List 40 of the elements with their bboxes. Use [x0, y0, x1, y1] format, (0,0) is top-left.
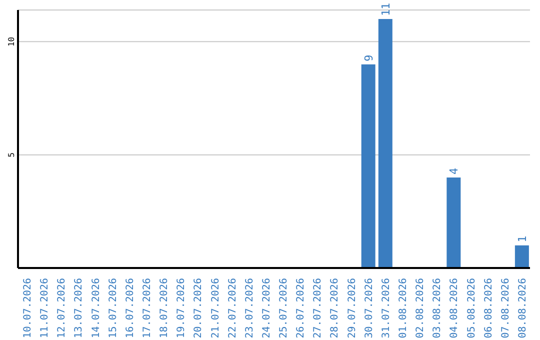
y-tick-label: 10 — [7, 36, 16, 47]
x-tick-label: 14.07.2026 — [90, 278, 102, 338]
x-tick-label: 23.07.2026 — [244, 278, 256, 338]
x-tick-label: 31.07.2026 — [380, 278, 392, 338]
x-tick-label: 17.07.2026 — [142, 278, 153, 338]
x-tick-label: 20.07.2026 — [193, 278, 204, 338]
x-tick-label: 26.07.2026 — [296, 278, 307, 338]
x-tick-label: 07.08.2026 — [500, 278, 512, 338]
data-label: 1 — [516, 236, 529, 242]
x-tick-label: 12.07.2026 — [56, 278, 68, 338]
x-tick-label: 01.08.2026 — [398, 278, 409, 338]
bar — [446, 177, 461, 268]
bar — [361, 64, 376, 268]
x-tick-label: 06.08.2026 — [483, 278, 494, 338]
data-label: 11 — [379, 2, 392, 16]
x-tick-label: 15.07.2026 — [108, 278, 119, 338]
x-tick-label: 28.07.2026 — [330, 278, 341, 338]
x-tick-label: 25.07.2026 — [278, 278, 290, 338]
x-tick-label: 08.08.2026 — [517, 278, 528, 338]
x-tick-label: 02.08.2026 — [415, 278, 426, 338]
x-tick-label: 30.07.2026 — [364, 278, 375, 338]
x-tick-label: 29.07.2026 — [346, 278, 358, 338]
x-tick-label: 18.07.2026 — [159, 278, 170, 338]
x-tick-label: 27.07.2026 — [312, 278, 324, 338]
bar — [514, 245, 529, 268]
x-tick-label: 11.07.2026 — [40, 278, 51, 338]
x-tick-label: 21.07.2026 — [210, 278, 222, 338]
x-tick-label: 22.07.2026 — [227, 278, 238, 338]
bar — [378, 19, 392, 268]
x-tick-label: 05.08.2026 — [466, 278, 478, 338]
x-tick-label: 03.08.2026 — [432, 278, 444, 338]
x-tick-label: 04.08.2026 — [449, 278, 460, 338]
x-tick-label: 10.07.2026 — [22, 278, 34, 338]
x-tick-label: 19.07.2026 — [176, 278, 188, 338]
x-tick-label: 16.07.2026 — [124, 278, 136, 338]
data-label: 4 — [448, 167, 461, 174]
data-label: 9 — [362, 54, 376, 62]
x-tick-label: 13.07.2026 — [74, 278, 85, 338]
x-tick-label: 24.07.2026 — [261, 278, 272, 338]
y-tick-label: 5 — [7, 152, 16, 158]
